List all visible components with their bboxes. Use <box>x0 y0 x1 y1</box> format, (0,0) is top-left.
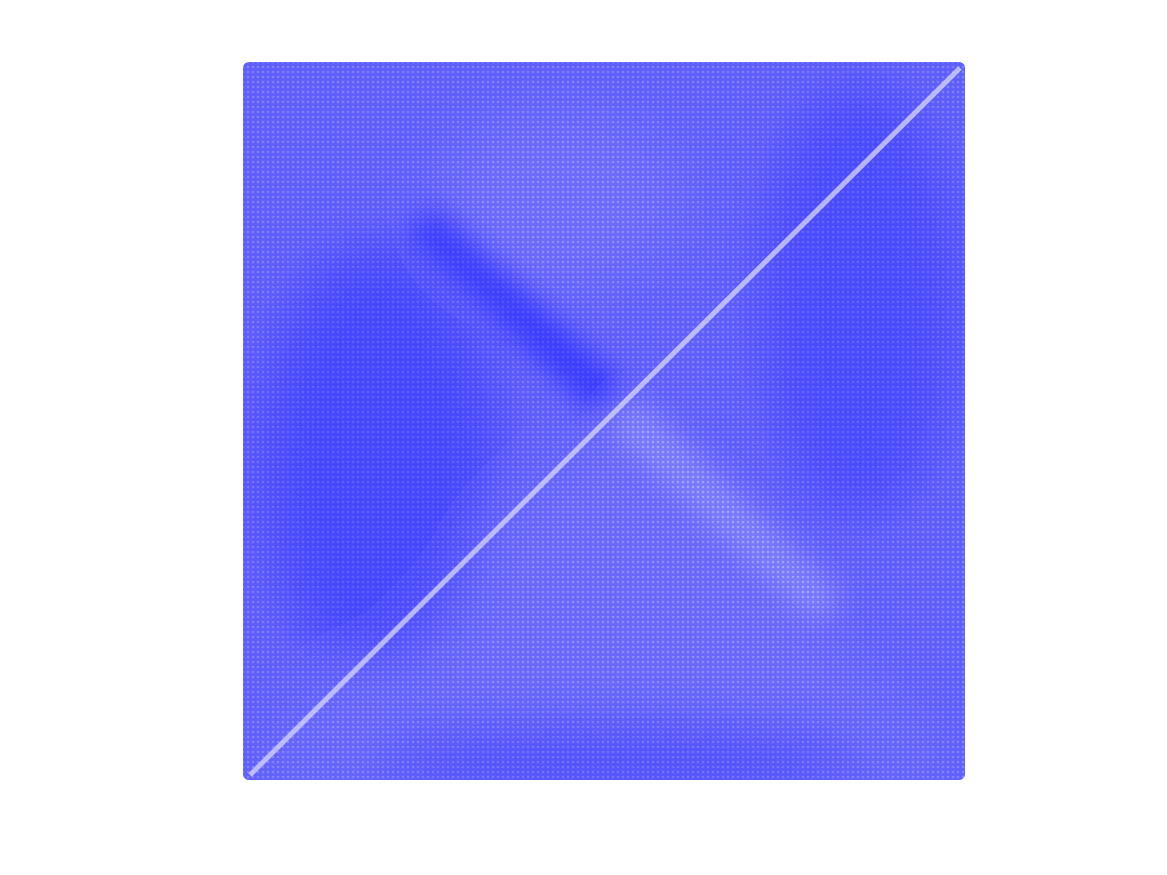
diagonal <box>248 66 962 777</box>
dot-field <box>243 62 965 780</box>
